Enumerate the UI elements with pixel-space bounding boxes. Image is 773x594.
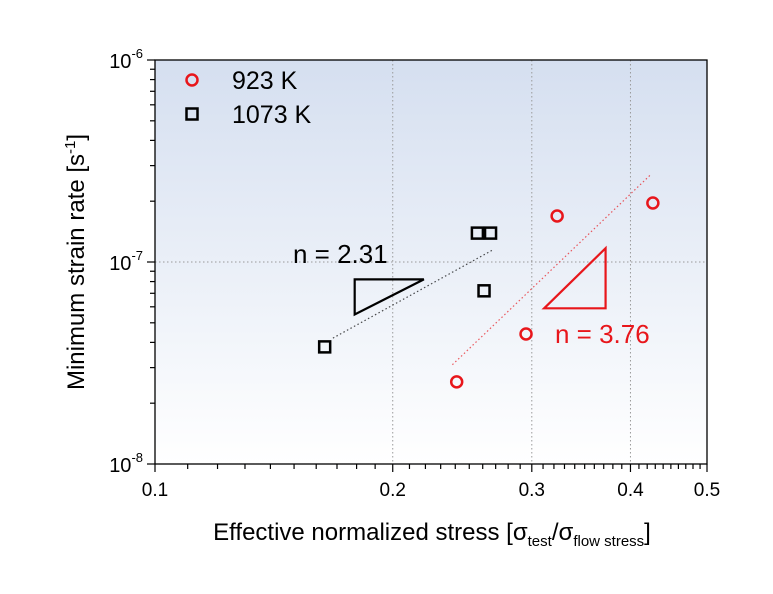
- legend-label: 1073 K: [232, 101, 312, 129]
- y-axis-label: Minimum strain rate [s-1]: [62, 134, 90, 390]
- legend: 923 K 1073 K: [185, 67, 312, 129]
- slope-label-3-76: n = 3.76: [555, 319, 650, 349]
- x-axis-label: Effective normalized stress [σtest/σflow…: [213, 519, 651, 550]
- data-point-square: [185, 107, 199, 121]
- data-point-square: [483, 226, 498, 240]
- data-point-square: [470, 226, 485, 240]
- data-point-circle: [646, 196, 660, 210]
- slope-triangle: [353, 278, 425, 317]
- y-tick-label: 10-7: [109, 248, 143, 275]
- y-tick-label: 10-8: [109, 450, 143, 477]
- data-point-square: [317, 340, 332, 354]
- data-point-circle: [519, 327, 533, 341]
- y-tick-label: 10-6: [109, 46, 143, 73]
- fit-line: [451, 174, 651, 366]
- x-tick-label: 0.5: [694, 480, 720, 501]
- data-point-square: [477, 284, 491, 298]
- data-point-circle: [449, 375, 464, 389]
- data-point-circle: [550, 209, 564, 223]
- legend-label: 923 K: [232, 67, 298, 95]
- x-tick-label: 0.1: [142, 480, 168, 501]
- x-tick-label: 0.2: [380, 480, 406, 501]
- x-tick-label: 0.3: [519, 480, 545, 501]
- fit-line: [332, 249, 494, 339]
- data-point-circle: [185, 73, 199, 87]
- slope-label-2-31: n = 2.31: [293, 239, 388, 269]
- slope-triangle: [541, 245, 607, 310]
- x-tick-label: 0.4: [617, 480, 644, 501]
